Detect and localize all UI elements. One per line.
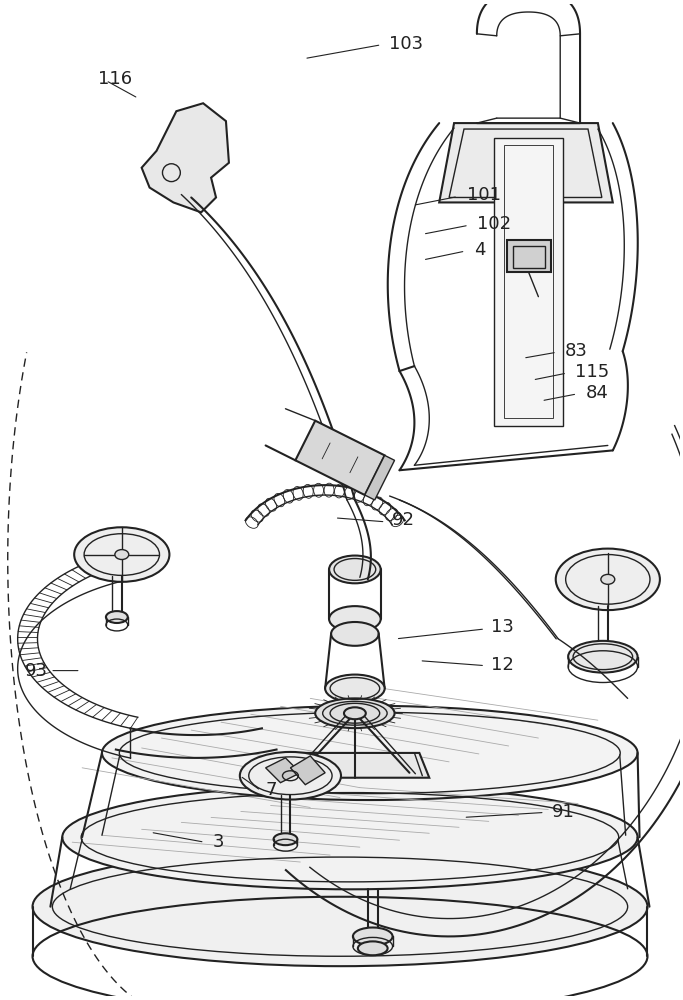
Ellipse shape — [115, 550, 128, 560]
Text: 116: 116 — [98, 70, 132, 88]
Polygon shape — [290, 756, 325, 785]
Text: 93: 93 — [25, 662, 47, 680]
Ellipse shape — [102, 706, 637, 800]
Polygon shape — [141, 103, 229, 212]
Text: 101: 101 — [466, 186, 501, 204]
Ellipse shape — [325, 675, 385, 702]
Bar — [507, 240, 551, 272]
Text: 103: 103 — [389, 35, 423, 53]
Ellipse shape — [329, 606, 380, 632]
Ellipse shape — [316, 698, 395, 728]
Text: 12: 12 — [490, 656, 514, 674]
Ellipse shape — [353, 927, 393, 945]
Text: 91: 91 — [551, 803, 574, 821]
Ellipse shape — [556, 549, 660, 610]
Polygon shape — [439, 123, 613, 202]
Ellipse shape — [358, 941, 388, 955]
Polygon shape — [295, 421, 385, 495]
Text: 102: 102 — [477, 215, 511, 233]
Polygon shape — [365, 455, 395, 500]
Bar — [503, 145, 553, 418]
Text: 115: 115 — [575, 363, 609, 381]
Ellipse shape — [274, 833, 297, 845]
Ellipse shape — [329, 556, 380, 583]
Text: 7: 7 — [266, 781, 277, 799]
Ellipse shape — [33, 847, 647, 966]
Text: 3: 3 — [213, 833, 224, 851]
Polygon shape — [281, 753, 430, 778]
Ellipse shape — [601, 574, 615, 584]
Text: 4: 4 — [473, 241, 485, 259]
Ellipse shape — [62, 785, 637, 889]
Ellipse shape — [331, 622, 378, 646]
Ellipse shape — [240, 752, 341, 800]
Ellipse shape — [344, 707, 366, 719]
Ellipse shape — [74, 527, 169, 582]
Bar — [494, 138, 563, 426]
Text: 84: 84 — [585, 384, 609, 402]
Text: 13: 13 — [490, 618, 514, 636]
Ellipse shape — [106, 611, 128, 623]
Text: 92: 92 — [392, 511, 415, 529]
Bar — [513, 246, 545, 268]
Polygon shape — [266, 758, 301, 783]
Ellipse shape — [568, 641, 637, 673]
Text: 83: 83 — [565, 342, 588, 360]
